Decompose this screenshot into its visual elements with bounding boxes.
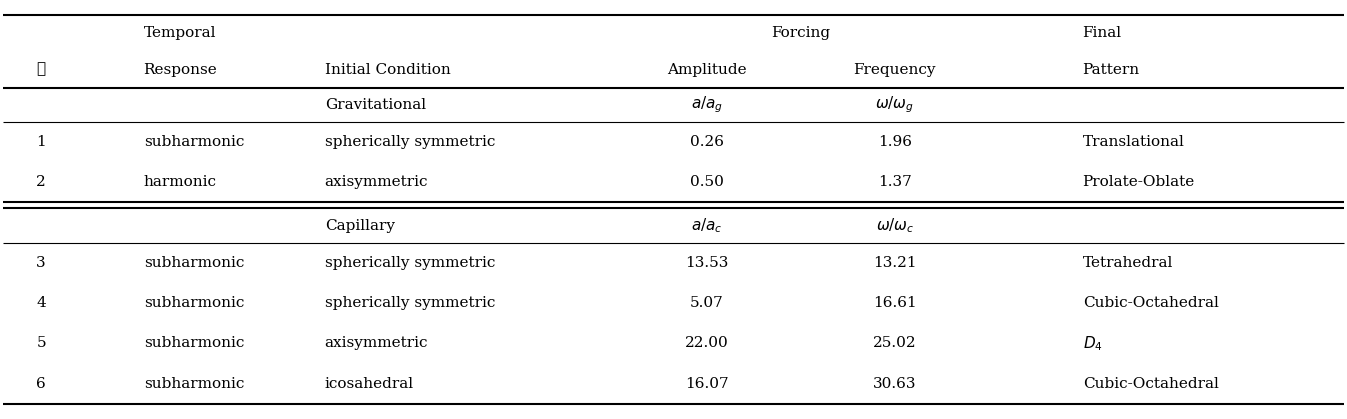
Text: spherically symmetric: spherically symmetric <box>325 135 496 149</box>
Text: Forcing: Forcing <box>772 26 831 40</box>
Text: icosahedral: icosahedral <box>325 377 414 391</box>
Text: Capillary: Capillary <box>325 219 395 233</box>
Text: 16.61: 16.61 <box>873 296 917 310</box>
Text: Frequency: Frequency <box>854 62 936 77</box>
Text: 13.21: 13.21 <box>873 256 917 270</box>
Text: subharmonic: subharmonic <box>144 135 244 149</box>
Text: ℓ: ℓ <box>36 62 46 77</box>
Text: $\omega/\omega_g$: $\omega/\omega_g$ <box>876 95 915 115</box>
Text: 2: 2 <box>36 175 46 189</box>
Text: 0.50: 0.50 <box>690 175 723 189</box>
Text: Tetrahedral: Tetrahedral <box>1083 256 1173 270</box>
Text: subharmonic: subharmonic <box>144 256 244 270</box>
Text: 1.37: 1.37 <box>878 175 912 189</box>
Text: 22.00: 22.00 <box>686 336 729 350</box>
Text: 5: 5 <box>36 336 46 350</box>
Text: spherically symmetric: spherically symmetric <box>325 296 496 310</box>
Text: Cubic-Octahedral: Cubic-Octahedral <box>1083 296 1219 310</box>
Text: Response: Response <box>144 62 217 77</box>
Text: Cubic-Octahedral: Cubic-Octahedral <box>1083 377 1219 391</box>
Text: Gravitational: Gravitational <box>325 98 426 112</box>
Text: 6: 6 <box>36 377 46 391</box>
Text: axisymmetric: axisymmetric <box>325 175 428 189</box>
Text: Amplitude: Amplitude <box>667 62 746 77</box>
Text: subharmonic: subharmonic <box>144 336 244 350</box>
Text: 1: 1 <box>36 135 46 149</box>
Text: Final: Final <box>1083 26 1122 40</box>
Text: Initial Condition: Initial Condition <box>325 62 450 77</box>
Text: 30.63: 30.63 <box>873 377 916 391</box>
Text: 0.26: 0.26 <box>690 135 725 149</box>
Text: 3: 3 <box>36 256 46 270</box>
Text: Temporal: Temporal <box>144 26 216 40</box>
Text: $a/a_g$: $a/a_g$ <box>691 95 723 115</box>
Text: subharmonic: subharmonic <box>144 377 244 391</box>
Text: spherically symmetric: spherically symmetric <box>325 256 496 270</box>
Text: subharmonic: subharmonic <box>144 296 244 310</box>
Text: 5.07: 5.07 <box>690 296 723 310</box>
Text: $\omega/\omega_c$: $\omega/\omega_c$ <box>876 216 915 235</box>
Text: 4: 4 <box>36 296 46 310</box>
Text: $a/a_c$: $a/a_c$ <box>691 216 723 235</box>
Text: Translational: Translational <box>1083 135 1184 149</box>
Text: 1.96: 1.96 <box>878 135 912 149</box>
Text: 16.07: 16.07 <box>686 377 729 391</box>
Text: Pattern: Pattern <box>1083 62 1140 77</box>
Text: $D_4$: $D_4$ <box>1083 334 1102 353</box>
Text: Prolate-Oblate: Prolate-Oblate <box>1083 175 1195 189</box>
Text: 25.02: 25.02 <box>873 336 917 350</box>
Text: harmonic: harmonic <box>144 175 217 189</box>
Text: axisymmetric: axisymmetric <box>325 336 428 350</box>
Text: 13.53: 13.53 <box>686 256 729 270</box>
